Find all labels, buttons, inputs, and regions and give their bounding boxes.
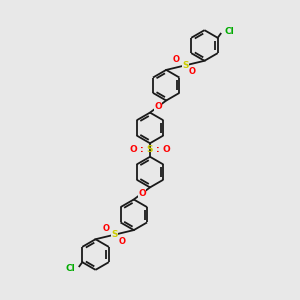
Text: O: O [154, 102, 162, 111]
Text: O: O [163, 146, 170, 154]
Text: O: O [130, 146, 137, 154]
Text: S: S [111, 230, 118, 239]
Text: Cl: Cl [224, 27, 234, 36]
Text: :: : [156, 146, 160, 154]
Text: O: O [189, 67, 196, 76]
Text: O: O [102, 224, 109, 233]
Text: O: O [138, 189, 146, 198]
Text: S: S [147, 146, 153, 154]
Text: S: S [182, 61, 189, 70]
Text: Cl: Cl [65, 264, 75, 273]
Text: :: : [140, 146, 144, 154]
Text: O: O [173, 55, 180, 64]
Text: O: O [118, 237, 125, 246]
